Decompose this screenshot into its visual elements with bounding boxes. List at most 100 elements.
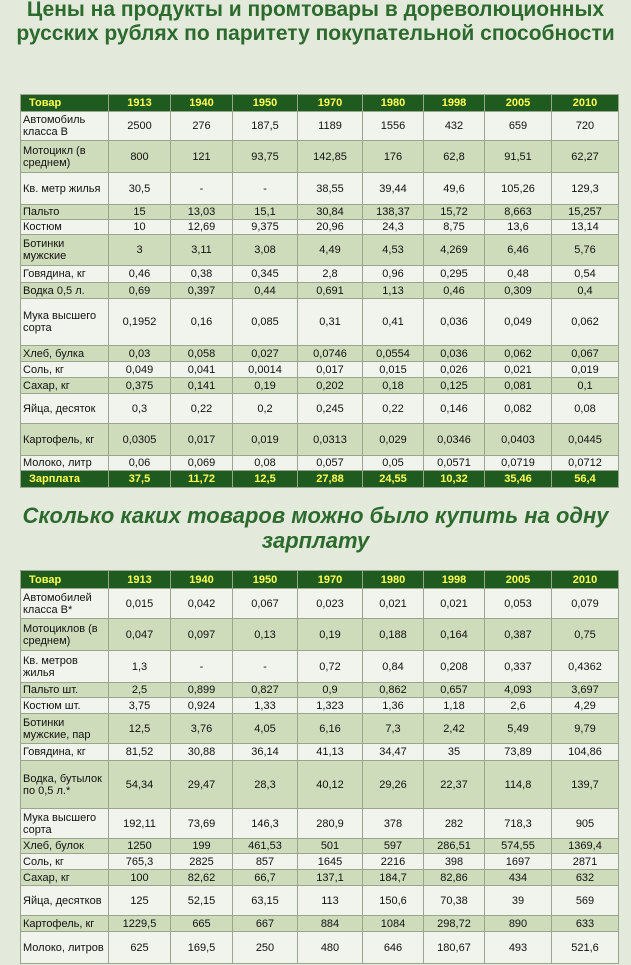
cell: 0,0712 xyxy=(551,455,619,471)
cell: 0,067 xyxy=(551,345,619,362)
cell: 105,26 xyxy=(484,172,552,205)
cell: - xyxy=(170,650,233,683)
cell: 1950 xyxy=(232,570,298,589)
cell: 0,041 xyxy=(170,361,233,378)
cell: 1,13 xyxy=(362,282,424,299)
cell: 0,202 xyxy=(297,377,363,394)
cell: 187,5 xyxy=(232,111,298,141)
cell: 22,37 xyxy=(423,760,485,809)
cell: 15,72 xyxy=(423,204,485,220)
row-label: Сахар, кг xyxy=(20,869,109,886)
cell: 0,69 xyxy=(108,282,171,299)
cell: 8,75 xyxy=(423,219,485,235)
cell: 199 xyxy=(170,838,233,854)
cell: 0,06 xyxy=(108,455,171,471)
cell: 659 xyxy=(484,111,552,141)
cell: 398 xyxy=(423,853,485,870)
cell: 0,05 xyxy=(362,455,424,471)
cell: 569 xyxy=(551,885,619,916)
table-row: Соль, кг 765,3 2825 857 1645 2216 398 1697 2871 xyxy=(20,853,619,870)
cell: 125 xyxy=(108,885,171,916)
cell: 0,057 xyxy=(297,455,363,471)
cell: 0,0305 xyxy=(108,423,171,456)
cell: 0,345 xyxy=(232,265,298,283)
cell: 0,069 xyxy=(170,455,233,471)
cell: 0,309 xyxy=(484,282,552,299)
cell: 3,76 xyxy=(170,713,233,744)
cell: 2,42 xyxy=(423,713,485,744)
cell: 4,49 xyxy=(297,234,363,266)
cell: 0,019 xyxy=(551,361,619,378)
row-label: Автомобилей класса В* xyxy=(20,588,109,619)
cell: 4,29 xyxy=(551,697,619,714)
row-label: Ботинки мужские xyxy=(20,234,109,266)
cell: 4,269 xyxy=(423,234,485,266)
cell: 0,0014 xyxy=(232,361,298,378)
row-label: Ботинки мужские, пар xyxy=(20,713,109,744)
cell: 1940 xyxy=(170,94,233,112)
cell: 49,6 xyxy=(423,172,485,205)
cell: 0,0445 xyxy=(551,423,619,456)
cell: 139,7 xyxy=(551,760,619,809)
cell: 29,47 xyxy=(170,760,233,809)
cell: 184,7 xyxy=(362,869,424,886)
table-row: Пальто шт. 2,5 0,899 0,827 0,9 0,862 0,657 4,09… xyxy=(20,682,619,698)
cell: 10,32 xyxy=(423,470,485,488)
cell: 138,37 xyxy=(362,204,424,220)
cell: 9,79 xyxy=(551,713,619,744)
cell: 15,1 xyxy=(232,204,298,220)
table-row: Водка 0,5 л. 0,69 0,397 0,44 0,691 1,13 0,46 0,… xyxy=(20,282,619,299)
cell: 0,125 xyxy=(423,377,485,394)
cell: 625 xyxy=(108,931,171,964)
table-row: Кв. метр жилья 30,5- -38,55 39,44 49,6 105,26… xyxy=(20,172,619,205)
cell: 0,13 xyxy=(232,618,298,651)
cell: 0,062 xyxy=(484,345,552,362)
cell: 20,96 xyxy=(297,219,363,235)
cell: 2500 xyxy=(108,111,171,141)
cell: 10 xyxy=(108,219,171,235)
cell: 2,5 xyxy=(108,682,171,698)
cell: 800 xyxy=(108,140,171,173)
row-label: Кв. метр жилья xyxy=(20,172,109,205)
cell: 0,22 xyxy=(362,393,424,424)
cell: 0,0571 xyxy=(423,455,485,471)
cell: 250 xyxy=(232,931,298,964)
cell: 27,88 xyxy=(297,470,363,488)
cell: 35 xyxy=(423,743,485,761)
header-row: Товар 1913 1940 1950 1970 1980 1998 2005 2010 xyxy=(20,570,619,589)
cell: 29,26 xyxy=(362,760,424,809)
table-row: Молоко, литров 625 169,5 250 480 646 180,67 493… xyxy=(20,931,619,964)
row-label: Соль, кг xyxy=(20,853,109,870)
table-row: Водка, бутылок по 0,5 л.* 54,34 29,47 28,3 4… xyxy=(20,760,619,809)
cell: 0,021 xyxy=(423,588,485,619)
cell: 113 xyxy=(297,885,363,916)
row-label: Товар xyxy=(20,570,109,589)
cell: 39 xyxy=(484,885,552,916)
cell: 1950 xyxy=(232,94,298,112)
cell: 30,5 xyxy=(108,172,171,205)
table-row: Картофель, кг 1229,5 665 667 884 1084 298,72 89… xyxy=(20,915,619,932)
cell: 720 xyxy=(551,111,619,141)
cell: 5,49 xyxy=(484,713,552,744)
cell: 1,33 xyxy=(232,697,298,714)
cell: 0,19 xyxy=(297,618,363,651)
cell: 1556 xyxy=(362,111,424,141)
row-label: Костюм xyxy=(20,219,109,235)
table-row: Соль, кг 0,049 0,041 0,0014 0,017 0,015 0,026 0… xyxy=(20,361,619,378)
cell: 0,062 xyxy=(551,298,619,346)
cell: 1970 xyxy=(297,570,363,589)
cell: 30,88 xyxy=(170,743,233,761)
cell: 0,924 xyxy=(170,697,233,714)
cell: 0,1 xyxy=(551,377,619,394)
cell: 0,082 xyxy=(484,393,552,424)
cell: 0,019 xyxy=(232,423,298,456)
cell: 2,8 xyxy=(297,265,363,283)
cell: 0,899 xyxy=(170,682,233,698)
cell: 6,46 xyxy=(484,234,552,266)
cell: 3,697 xyxy=(551,682,619,698)
row-label: Картофель, кг xyxy=(20,423,109,456)
cell: 0,4 xyxy=(551,282,619,299)
table-row: Хлеб, булок 1250 199 461,53 501 597 286,51 574,… xyxy=(20,838,619,854)
table-row: Ботинки мужские, пар 12,5 3,76 4,05 6,16 7,3 2… xyxy=(20,713,619,744)
cell: 0,081 xyxy=(484,377,552,394)
